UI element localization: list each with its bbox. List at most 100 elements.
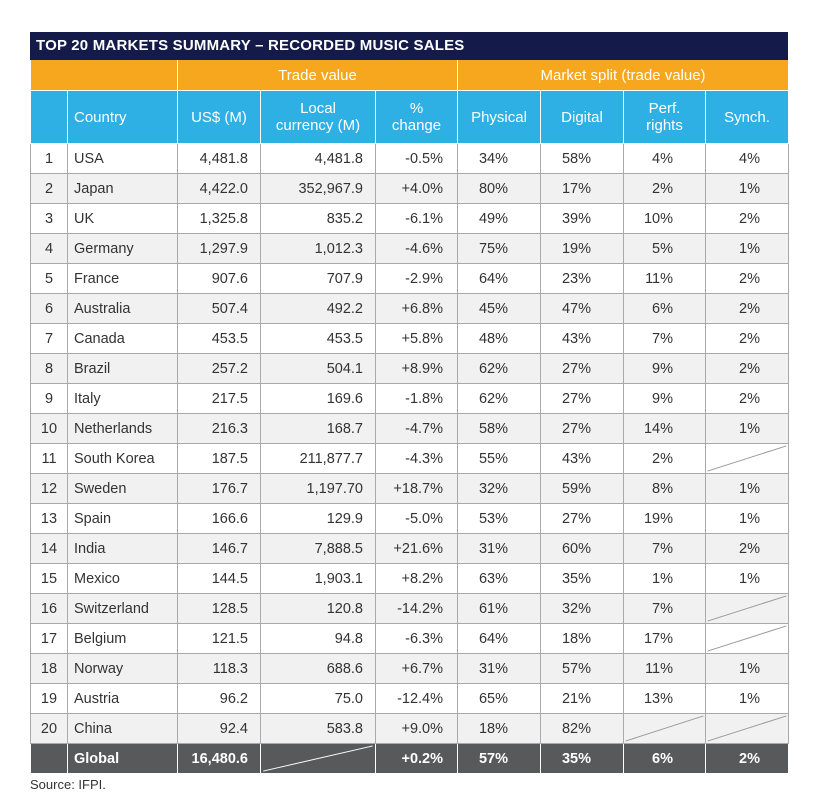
country-cell: Mexico xyxy=(67,563,178,594)
table-row: 10 Netherlands 216.3 168.7 -4.7% 58% 27% 14% 1% xyxy=(30,413,790,444)
local-currency-cell: 211,877.7 xyxy=(260,443,376,474)
physical-cell: 64% xyxy=(457,263,542,294)
table-row: 16 Switzerland 128.5 120.8 -14.2% 61% 32% 7% xyxy=(30,593,790,624)
local-currency-cell: 1,903.1 xyxy=(260,563,376,594)
usd-cell: 92.4 xyxy=(177,713,261,744)
local-currency-cell: 1,012.3 xyxy=(260,233,376,264)
physical-cell: 49% xyxy=(457,203,542,234)
synch-cell: 2% xyxy=(705,203,790,234)
rank-cell: 3 xyxy=(30,203,68,234)
perf-rights-cell: 7% xyxy=(623,593,707,624)
header-local-line1: Local xyxy=(300,100,336,117)
column-header-row: Country US$ (M) Local currency (M) % chang… xyxy=(30,90,790,144)
table-row: 2 Japan 4,422.0 352,967.9 +4.0% 80% 17% 2% 1% xyxy=(30,173,790,204)
perf-rights-cell: 1% xyxy=(623,563,707,594)
market-summary-panel: TOP 20 MARKETS SUMMARY – RECORDED MUSIC … xyxy=(30,32,790,774)
usd-cell: 146.7 xyxy=(177,533,261,564)
perf-rights-cell: 2% xyxy=(623,173,707,204)
usd-cell: 257.2 xyxy=(177,353,261,384)
country-cell: Belgium xyxy=(67,623,178,654)
synch-cell xyxy=(705,713,790,744)
local-currency-cell: 504.1 xyxy=(260,353,376,384)
header-physical: Physical xyxy=(457,90,542,144)
header-perf-line2: rights xyxy=(646,117,683,134)
source-note: Source: IFPI. xyxy=(30,777,106,792)
table-row: 7 Canada 453.5 453.5 +5.8% 48% 43% 7% 2% xyxy=(30,323,790,354)
header-rank xyxy=(30,90,68,144)
perf-rights-cell: 19% xyxy=(623,503,707,534)
local-currency-cell: 129.9 xyxy=(260,503,376,534)
digital-cell: 39% xyxy=(540,203,625,234)
rank-cell: 20 xyxy=(30,713,68,744)
synch-cell: 2% xyxy=(705,293,790,324)
table-row: 12 Sweden 176.7 1,197.70 +18.7% 32% 59% 8% 1% xyxy=(30,473,790,504)
change-cell: -14.2% xyxy=(374,593,459,624)
change-cell: -1.8% xyxy=(374,383,459,414)
perf-rights-cell: 2% xyxy=(623,443,707,474)
usd-cell: 187.5 xyxy=(177,443,261,474)
group-header-blank xyxy=(30,60,178,91)
global-digital-cell: 35% xyxy=(540,743,625,774)
physical-cell: 48% xyxy=(457,323,542,354)
digital-cell: 57% xyxy=(540,653,625,684)
rank-cell: 5 xyxy=(30,263,68,294)
table-row: 19 Austria 96.2 75.0 -12.4% 65% 21% 13% 1% xyxy=(30,683,790,714)
country-cell: Australia xyxy=(67,293,178,324)
perf-rights-cell xyxy=(623,713,707,744)
local-currency-cell: 583.8 xyxy=(260,713,376,744)
digital-cell: 82% xyxy=(540,713,625,744)
usd-cell: 128.5 xyxy=(177,593,261,624)
synch-cell: 1% xyxy=(705,653,790,684)
header-change-line1: % xyxy=(409,100,424,117)
synch-cell: 2% xyxy=(705,533,790,564)
change-cell: +6.8% xyxy=(374,293,459,324)
country-cell: France xyxy=(67,263,178,294)
physical-cell: 31% xyxy=(457,533,542,564)
change-cell: -5.0% xyxy=(374,503,459,534)
change-cell: -4.6% xyxy=(374,233,459,264)
perf-rights-cell: 11% xyxy=(623,263,707,294)
usd-cell: 453.5 xyxy=(177,323,261,354)
country-cell: India xyxy=(67,533,178,564)
not-available-slash-icon xyxy=(706,714,788,743)
digital-cell: 58% xyxy=(540,143,625,174)
country-cell: Italy xyxy=(67,383,178,414)
table-row: 8 Brazil 257.2 504.1 +8.9% 62% 27% 9% 2% xyxy=(30,353,790,384)
not-available-slash-icon xyxy=(706,624,788,653)
markets-table: Trade value Market split (trade value) C… xyxy=(30,60,790,774)
digital-cell: 18% xyxy=(540,623,625,654)
local-currency-cell: 7,888.5 xyxy=(260,533,376,564)
digital-cell: 60% xyxy=(540,533,625,564)
physical-cell: 80% xyxy=(457,173,542,204)
change-cell: +18.7% xyxy=(374,473,459,504)
table-row: 18 Norway 118.3 688.6 +6.7% 31% 57% 11% 1% xyxy=(30,653,790,684)
header-local-currency: Local currency (M) xyxy=(260,90,376,144)
physical-cell: 34% xyxy=(457,143,542,174)
synch-cell: 1% xyxy=(705,503,790,534)
digital-cell: 32% xyxy=(540,593,625,624)
change-cell: -6.3% xyxy=(374,623,459,654)
physical-cell: 65% xyxy=(457,683,542,714)
synch-cell xyxy=(705,623,790,654)
rank-cell: 11 xyxy=(30,443,68,474)
local-currency-cell: 75.0 xyxy=(260,683,376,714)
perf-rights-cell: 11% xyxy=(623,653,707,684)
local-currency-cell: 492.2 xyxy=(260,293,376,324)
digital-cell: 23% xyxy=(540,263,625,294)
change-cell: -2.9% xyxy=(374,263,459,294)
header-country: Country xyxy=(67,90,178,144)
header-local-line2: currency (M) xyxy=(275,117,361,134)
physical-cell: 45% xyxy=(457,293,542,324)
rank-cell: 7 xyxy=(30,323,68,354)
digital-cell: 43% xyxy=(540,443,625,474)
not-available-slash-icon xyxy=(624,714,705,743)
change-cell: +8.2% xyxy=(374,563,459,594)
synch-cell: 2% xyxy=(705,263,790,294)
change-cell: -0.5% xyxy=(374,143,459,174)
country-cell: China xyxy=(67,713,178,744)
perf-rights-cell: 6% xyxy=(623,293,707,324)
country-cell: Spain xyxy=(67,503,178,534)
global-perf-rights-cell: 6% xyxy=(623,743,707,774)
physical-cell: 53% xyxy=(457,503,542,534)
rank-cell: 8 xyxy=(30,353,68,384)
